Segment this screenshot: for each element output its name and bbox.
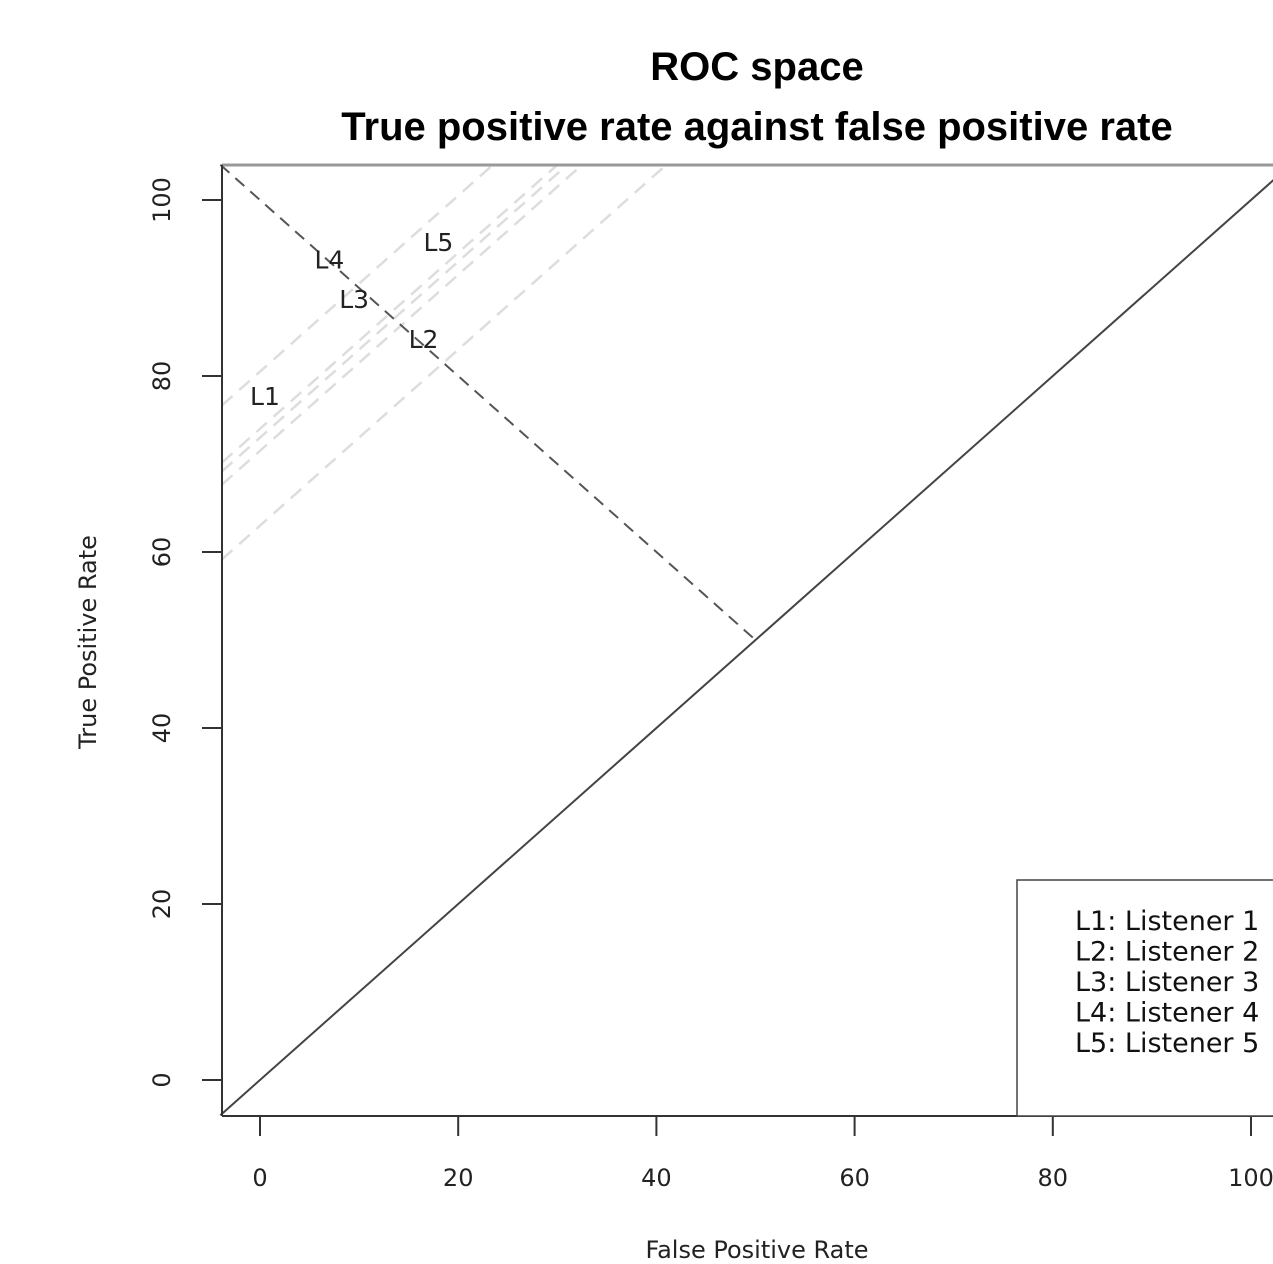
y-axis: 0 20 40 60 80 100 — [148, 177, 222, 1088]
legend: L1: Listener 1L2: Listener 2L3: Listener… — [1016, 879, 1273, 1117]
legend-entry: L3: Listener 3 — [1075, 967, 1259, 998]
legend-entry: L4: Listener 4 — [1075, 998, 1259, 1029]
legend-box — [1016, 879, 1273, 1117]
y-axis-label: True Positive Rate — [74, 535, 102, 750]
iso-line-1 — [221, 164, 667, 561]
y-tick-label: 80 — [148, 361, 176, 392]
x-tick-label: 0 — [252, 1164, 267, 1192]
legend-entry: L1: Listener 1 — [1075, 906, 1259, 937]
chart-subtitle: True positive rate against false positiv… — [341, 105, 1172, 149]
point-label-l3: L3 — [339, 285, 369, 314]
diagonal-line — [219, 179, 1273, 1116]
y-tick-label: 0 — [148, 1072, 176, 1087]
point-labels: L1 L2 L3 L4 L5 — [250, 228, 453, 411]
iso-line-3 — [221, 164, 568, 473]
reference-lines — [219, 164, 1273, 1116]
x-tick-label: 80 — [1038, 1164, 1069, 1192]
legend-entry: L5: Listener 5 — [1075, 1028, 1259, 1059]
x-axis: 0 20 40 60 80 100 — [252, 1116, 1273, 1192]
y-tick-label: 60 — [148, 537, 176, 568]
iso-line-5 — [221, 164, 494, 407]
iso-line-4 — [221, 164, 558, 464]
y-tick-label: 100 — [148, 177, 176, 223]
y-tick-label: 20 — [148, 889, 176, 920]
legend-entries: L1: Listener 1L2: Listener 2L3: Listener… — [1075, 906, 1259, 1059]
point-label-l2: L2 — [409, 325, 439, 354]
point-label-l1: L1 — [250, 382, 280, 411]
point-label-l5: L5 — [423, 228, 453, 257]
x-tick-label: 20 — [443, 1164, 474, 1192]
x-tick-label: 40 — [641, 1164, 672, 1192]
x-axis-label: False Positive Rate — [645, 1236, 868, 1264]
chart-title: ROC space — [650, 45, 863, 89]
x-tick-label: 60 — [839, 1164, 870, 1192]
point-label-l4: L4 — [314, 246, 344, 275]
legend-entry: L2: Listener 2 — [1075, 937, 1259, 968]
y-tick-label: 40 — [148, 713, 176, 744]
x-tick-label: 100 — [1228, 1164, 1273, 1192]
